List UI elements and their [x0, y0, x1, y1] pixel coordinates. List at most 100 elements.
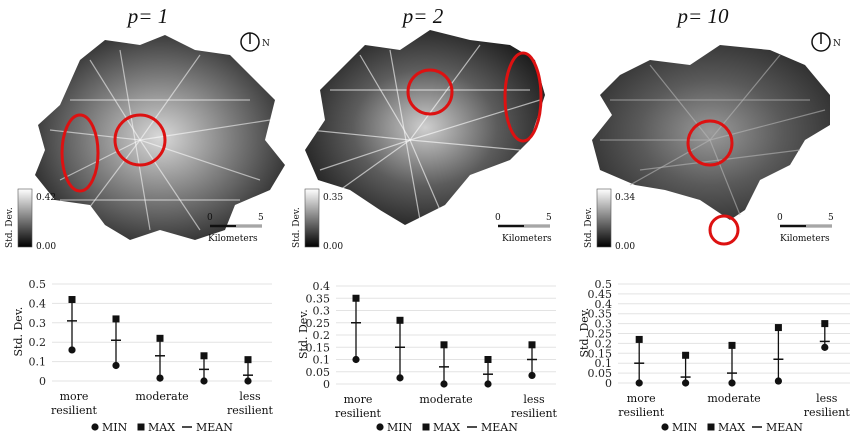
max-point	[200, 352, 208, 360]
y-tick-label: 0.25	[588, 328, 613, 341]
y-tick-label: 0.3	[313, 305, 331, 318]
map-raster-3	[592, 45, 830, 220]
svg-text:0: 0	[777, 213, 783, 223]
svg-text:5: 5	[258, 213, 264, 223]
legend-mean-label: MEAN	[481, 421, 518, 434]
colorbar-min-1: 0.00	[36, 242, 56, 252]
legend-max-label: MAX	[148, 421, 175, 434]
panel-title-2: p= 2	[402, 4, 444, 28]
max-point	[68, 296, 76, 304]
max-point	[396, 316, 404, 324]
y-tick-label: 0.05	[588, 367, 613, 380]
min-point	[774, 377, 783, 385]
y-tick-label: 0.35	[306, 292, 331, 305]
legend-min-label: MIN	[387, 421, 413, 434]
category-label: moderate	[135, 390, 188, 403]
svg-text:5: 5	[828, 213, 834, 223]
y-tick-label: 0	[605, 377, 612, 390]
category-label-line2: resilient	[51, 404, 98, 417]
legend-max-label: MAX	[433, 421, 460, 434]
svg-text:5: 5	[546, 213, 552, 223]
legend-max-marker	[422, 423, 430, 431]
min-point	[200, 377, 208, 385]
y-tick-label: 0	[323, 378, 330, 391]
map-panel-3: N 0.34 0.00 Std. Dev. 0 5 Kilometers	[584, 32, 841, 252]
min-point	[244, 377, 252, 385]
legend-min-label: MIN	[102, 421, 128, 434]
highlight-circle-3a	[686, 119, 734, 167]
y-tick-label: 0.45	[588, 288, 613, 301]
y-tick-label: 0.25	[306, 317, 331, 330]
y-tick-label: 0.1	[595, 357, 613, 370]
y-tick-label: 0.1	[313, 354, 331, 367]
y-tick-label: 0.3	[29, 317, 47, 330]
category-label: moderate	[707, 392, 760, 405]
category-label-line2: resilient	[618, 406, 665, 419]
y-tick-label: 0.15	[306, 341, 331, 354]
panel-title-3: p= 10	[677, 4, 729, 28]
highlight-circle-2b	[503, 51, 543, 143]
y-tick-label: 0	[39, 375, 46, 388]
highlight-circle-2a	[406, 68, 454, 116]
y-tick-label: 0.35	[588, 308, 613, 321]
map-raster-2	[305, 30, 545, 225]
min-point	[635, 379, 643, 387]
road-network-2	[309, 44, 541, 221]
category-label: more	[627, 392, 656, 405]
y-tick-label: 0.2	[313, 329, 331, 342]
legend-min-label: MIN	[672, 421, 698, 434]
svg-text:0: 0	[207, 213, 213, 223]
max-point	[682, 351, 690, 359]
max-point	[484, 356, 492, 363]
legend-max-marker	[137, 423, 145, 431]
max-point	[728, 341, 736, 349]
min-point	[728, 379, 736, 387]
max-point	[774, 324, 782, 332]
category-label: less	[816, 392, 838, 405]
legend-min-marker	[91, 423, 99, 431]
road-network-3	[600, 54, 826, 216]
category-label: less	[239, 390, 261, 403]
min-point	[396, 374, 404, 382]
max-point	[156, 334, 164, 342]
scale-bar-1: 0 5 Kilometers	[207, 213, 264, 244]
y-tick-label: 0.4	[29, 297, 47, 310]
category-label-line2: resilient	[227, 404, 274, 417]
legend-min-marker	[376, 423, 384, 431]
category-label-line2: resilient	[511, 407, 558, 420]
y-tick-label: 0.5	[595, 278, 613, 291]
category-label: less	[523, 393, 545, 406]
min-point	[484, 380, 492, 388]
y-tick-label: 0.4	[595, 298, 613, 311]
svg-text:Kilometers: Kilometers	[208, 234, 258, 244]
svg-text:Kilometers: Kilometers	[502, 234, 552, 244]
chart-legend-2: MIN MAX MEAN	[376, 421, 518, 434]
y-tick-label: 0.2	[29, 336, 47, 349]
min-point	[352, 355, 360, 364]
colorbar-max-3: 0.34	[615, 193, 635, 203]
colorbar-label-3: Std. Dev.	[584, 207, 594, 248]
colorbar-1	[17, 188, 33, 248]
road-network-1	[49, 49, 271, 231]
y-tick-label: 0.5	[29, 278, 47, 291]
min-point	[68, 346, 76, 354]
min-point	[440, 380, 448, 388]
min-point	[156, 374, 164, 382]
legend-mean-label: MEAN	[196, 421, 233, 434]
chart-p10: 00.050.10.150.20.250.30.350.40.450.5 Std.…	[578, 278, 850, 419]
scale-bar-3: 0 5 Kilometers	[777, 213, 834, 244]
colorbar-3	[596, 188, 612, 248]
max-point	[440, 341, 448, 349]
svg-text:Kilometers: Kilometers	[780, 234, 830, 244]
min-point	[528, 371, 536, 380]
north-arrow-1: N	[240, 32, 270, 52]
highlight-circle-1a	[60, 113, 100, 193]
min-point	[821, 343, 829, 351]
highlight-circle-1b	[113, 113, 167, 167]
category-label-line2: resilient	[335, 407, 382, 420]
colorbar-2	[304, 188, 320, 248]
north-arrow-3: N	[811, 32, 841, 52]
y-tick-label: 0.15	[588, 347, 613, 360]
